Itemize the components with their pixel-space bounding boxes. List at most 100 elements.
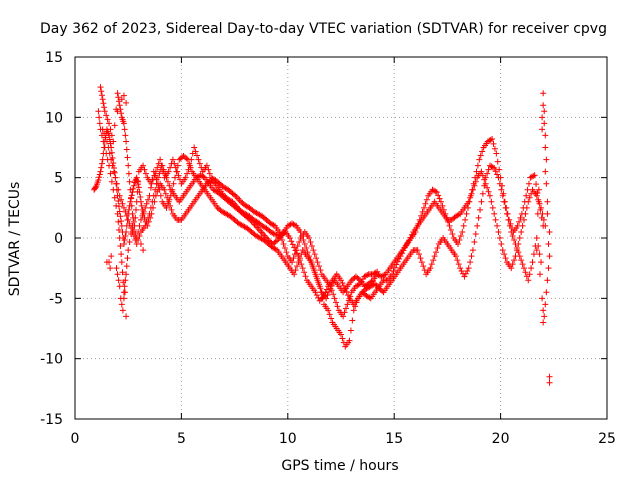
data-point [283, 249, 290, 256]
data-point [137, 216, 144, 223]
y-tick-label: 5 [54, 171, 63, 187]
data-point [128, 224, 135, 231]
data-point [141, 166, 148, 173]
data-point [92, 184, 99, 191]
data-point [479, 148, 486, 155]
data-point [134, 177, 141, 184]
data-point [99, 126, 106, 133]
data-point [308, 243, 315, 250]
data-point [493, 150, 500, 157]
series-pass-b [95, 108, 545, 350]
data-point [506, 222, 513, 229]
data-point [420, 204, 427, 211]
data-point [536, 200, 543, 207]
data-point [130, 218, 137, 225]
data-point [492, 168, 499, 175]
data-point [120, 295, 127, 302]
data-point [446, 222, 453, 229]
data-point [96, 171, 103, 178]
data-point [455, 241, 462, 248]
y-tick-label: -10 [40, 352, 63, 368]
data-point [158, 162, 165, 169]
x-tick-label: 20 [492, 431, 510, 447]
data-point [541, 120, 548, 127]
data-point [315, 279, 322, 286]
data-point [543, 289, 550, 296]
series-edge-left [103, 92, 147, 320]
data-point [279, 237, 286, 244]
data-point [459, 228, 466, 235]
data-point [496, 180, 503, 187]
data-point [381, 272, 388, 279]
data-point [469, 186, 476, 193]
data-point [465, 265, 472, 272]
data-point [106, 150, 113, 157]
data-point [142, 222, 149, 229]
data-point [164, 200, 171, 207]
data-point [293, 247, 300, 254]
data-point [489, 204, 496, 211]
data-point [206, 170, 213, 177]
data-point [111, 122, 118, 129]
data-point [516, 235, 523, 241]
data-point [530, 173, 537, 180]
data-point [338, 331, 344, 338]
data-point [523, 192, 530, 199]
data-point [130, 185, 137, 192]
data-point [545, 265, 552, 272]
data-point [200, 173, 207, 180]
data-point [311, 267, 318, 274]
data-point [519, 222, 526, 229]
data-point [186, 162, 193, 169]
data-point [521, 265, 528, 272]
data-point [325, 307, 332, 314]
data-point [316, 263, 323, 270]
y-tick-label: -15 [40, 412, 63, 428]
data-point [526, 271, 533, 278]
data-point [320, 292, 327, 299]
data-point [435, 192, 442, 199]
data-point [540, 319, 547, 326]
data-point [349, 317, 356, 324]
data-point [542, 144, 549, 151]
data-point [539, 114, 546, 121]
data-point [107, 170, 114, 177]
data-point [112, 174, 119, 181]
data-point [175, 172, 182, 179]
x-tick-label: 5 [177, 431, 186, 447]
data-point [121, 126, 128, 133]
data-point [522, 269, 529, 276]
data-point [347, 327, 354, 334]
data-point [542, 222, 549, 229]
data-point [491, 210, 498, 217]
data-point [486, 192, 493, 199]
data-point [539, 126, 546, 133]
data-point [406, 237, 413, 244]
data-point [96, 174, 103, 181]
data-point [498, 186, 505, 193]
data-point [159, 168, 166, 175]
data-point [115, 197, 122, 204]
data-point [120, 241, 127, 248]
data-point [171, 160, 178, 167]
data-point [523, 204, 530, 211]
data-point [546, 373, 553, 380]
data-point [126, 239, 133, 246]
data-point [142, 204, 149, 211]
data-point [517, 214, 524, 221]
data-point [120, 92, 127, 99]
data-point [468, 190, 475, 197]
data-point [479, 172, 486, 179]
data-point [97, 84, 104, 91]
data-point [544, 198, 551, 205]
data-point [472, 230, 479, 237]
data-point [123, 212, 130, 219]
data-point [291, 271, 298, 278]
data-point [123, 271, 130, 278]
y-tick-label: -5 [49, 291, 63, 307]
data-point [146, 210, 153, 217]
data-point [430, 257, 437, 264]
data-point [518, 257, 525, 264]
data-point [96, 120, 103, 127]
data-point [298, 261, 305, 268]
